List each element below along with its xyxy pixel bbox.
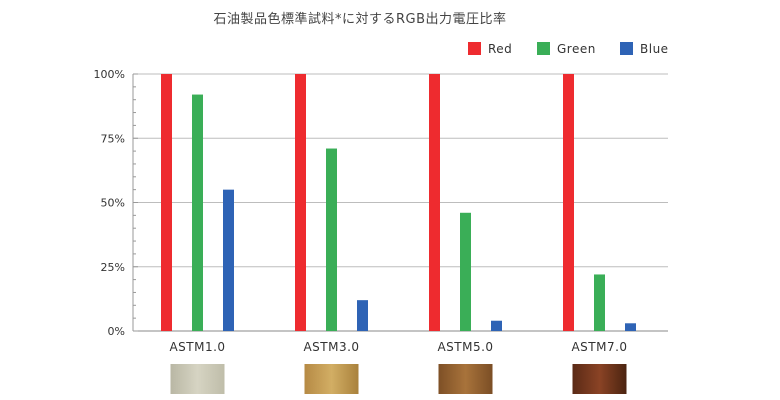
y-tick-label: 25%: [101, 261, 125, 274]
legend-swatch-green: [537, 42, 550, 55]
sample-swatch-2: [438, 364, 493, 394]
y-tick-label: 0%: [108, 325, 125, 338]
sample-swatch-0: [170, 364, 225, 394]
bar-blue-1: [357, 300, 368, 331]
bar-red-0: [161, 74, 172, 331]
bar-green-2: [460, 212, 471, 331]
sample-swatches: [170, 364, 627, 394]
bar-green-1: [326, 148, 337, 331]
x-tick-label: ASTM7.0: [571, 340, 627, 354]
legend-label-blue: Blue: [640, 42, 669, 56]
bar-blue-3: [625, 323, 636, 331]
sample-swatch-1: [304, 364, 359, 394]
bar-blue-0: [223, 189, 234, 331]
x-tick-label: ASTM5.0: [437, 340, 493, 354]
x-tick-label: ASTM1.0: [169, 340, 225, 354]
bar-green-0: [192, 94, 203, 331]
y-tick-label: 50%: [101, 197, 125, 210]
bar-red-2: [429, 74, 440, 331]
x-tick-label: ASTM3.0: [303, 340, 359, 354]
legend-label-red: Red: [488, 42, 512, 56]
legend: Red Green Blue: [468, 42, 669, 56]
sample-swatch-3: [572, 364, 627, 394]
grid: [133, 73, 668, 332]
bars: [161, 74, 636, 331]
legend-label-green: Green: [557, 42, 596, 56]
bar-blue-2: [491, 320, 502, 331]
chart-title: 石油製品色標準試料*に対するRGB出力電圧比率: [213, 11, 506, 27]
y-tick-label: 100%: [94, 68, 125, 81]
legend-swatch-red: [468, 42, 481, 55]
y-axis: 0% 25% 50% 75% 100%: [94, 68, 138, 338]
bar-red-3: [563, 74, 574, 331]
legend-swatch-blue: [620, 42, 633, 55]
bar-green-3: [594, 274, 605, 331]
y-tick-label: 75%: [101, 132, 125, 145]
bar-red-1: [295, 74, 306, 331]
x-axis: ASTM1.0 ASTM3.0 ASTM5.0 ASTM7.0: [169, 340, 627, 354]
